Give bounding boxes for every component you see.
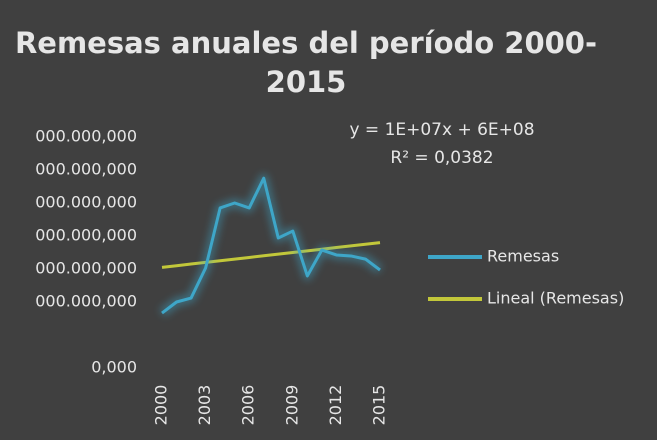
series-line xyxy=(161,176,381,315)
legend-label: Remesas xyxy=(487,247,559,266)
x-tick-label: 2015 xyxy=(370,385,389,426)
series-line xyxy=(161,241,381,269)
y-tick-label: 000.000,000 xyxy=(35,127,137,146)
y-tick-label: 000.000,000 xyxy=(35,259,137,278)
x-tick-label: 2003 xyxy=(195,385,214,426)
trend-r-squared: R² = 0,0382 xyxy=(390,148,493,168)
x-tick-label: 2009 xyxy=(282,385,301,426)
y-tick-label: 000.000,000 xyxy=(35,193,137,212)
x-tick-label: 2000 xyxy=(152,385,171,426)
y-tick-label: 0,000 xyxy=(91,358,137,377)
x-tick-label: 2012 xyxy=(326,385,345,426)
x-tick-label: 2006 xyxy=(239,385,258,426)
chart-title: 2015 xyxy=(266,65,347,99)
y-tick-label: 000.000,000 xyxy=(35,160,137,179)
y-tick-label: 000.000,000 xyxy=(35,292,137,311)
trend-equation: y = 1E+07x + 6E+08 xyxy=(349,120,534,140)
y-tick-label: 000.000,000 xyxy=(35,226,137,245)
legend-label: Lineal (Remesas) xyxy=(487,289,624,308)
chart-title: Remesas anuales del período 2000- xyxy=(15,26,597,60)
